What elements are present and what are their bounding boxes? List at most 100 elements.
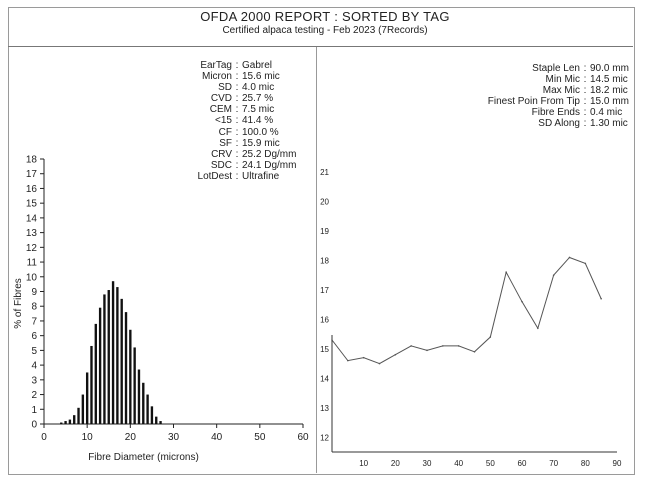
fibre-stat-separator: :	[235, 170, 239, 182]
histogram-y-tick-label: 11	[27, 258, 38, 269]
profile-y-tick-label: 13	[320, 404, 329, 413]
staple-stat-row: SD Along:1.30 mic	[430, 118, 629, 129]
profile-data-point	[378, 362, 381, 365]
histogram-y-tick-label: 2	[31, 390, 37, 401]
fibre-stat-row: SD:4.0 mic	[150, 82, 296, 93]
histogram-bar	[116, 287, 119, 424]
histogram-bar	[111, 281, 115, 424]
profile-y-tick-label: 19	[320, 227, 329, 236]
histogram-x-tick-label: 10	[82, 432, 94, 443]
staple-stat-value: 90.0 mm	[590, 63, 629, 74]
fibre-stat-value: Ultrafine	[242, 170, 280, 182]
fibre-stat-label: SDC	[210, 159, 232, 171]
profile-y-tick-label: 15	[320, 345, 329, 354]
histogram-y-tick-label: 12	[26, 243, 38, 254]
fibre-stat-row: CRV:25.2 Dg/mm	[150, 149, 296, 160]
profile-x-tick-label: 50	[486, 459, 495, 468]
staple-stat-label: Finest Poin From Tip	[487, 96, 580, 108]
histogram-x-tick-label: 60	[297, 432, 309, 443]
histogram-x-tick-label: 30	[168, 432, 180, 443]
report-title: OFDA 2000 REPORT : SORTED BY TAG	[200, 9, 450, 24]
fibre-stat-row: CEM:7.5 mic	[150, 104, 296, 115]
histogram-x-tick-label: 0	[41, 432, 47, 443]
profile-y-tick-label: 12	[320, 433, 329, 442]
histogram-y-tick-label: 3	[31, 375, 37, 386]
report-subtitle: Certified alpaca testing - Feb 2023 (7Re…	[222, 25, 428, 36]
histogram-y-tick-label: 6	[31, 331, 37, 342]
fibre-stat-value: Gabrel	[242, 60, 273, 71]
profile-y-tick-label: 18	[320, 256, 329, 265]
staple-stat-value: 15.0 mm	[590, 96, 629, 108]
profile-data-point	[347, 359, 349, 362]
histogram-x-axis-title: Fibre Diameter (microns)	[88, 452, 199, 463]
profile-data-point	[552, 274, 555, 276]
fibre-stat-separator: :	[235, 159, 239, 171]
fibre-stat-label: CRV	[211, 148, 232, 160]
profile-data-point	[442, 345, 444, 347]
profile-data-point	[568, 256, 571, 259]
staple-stat-row: Staple Len:90.0 mm	[430, 63, 629, 74]
fibre-stat-value: 41.4 %	[242, 115, 274, 127]
profile-data-point	[505, 271, 507, 274]
fibre-stat-row: EarTag: Gabrel	[150, 60, 296, 71]
profile-data-point	[521, 300, 523, 303]
staple-stat-value: 1.30 mic	[590, 118, 628, 130]
profile-data-point	[584, 262, 587, 265]
staple-stat-row: Finest Poin From Tip:15.0 mm	[430, 96, 629, 107]
profile-data-point	[600, 297, 602, 300]
fibre-stat-value: 25.2 Dg/mm	[242, 148, 297, 160]
micron-profile-chart: 12 13 14 15 16 17 18 19 20 21 10 20 30 40 50 60 70 80 90	[320, 168, 622, 468]
panel-divider	[316, 47, 317, 473]
fibre-stat-row: SF:15.9 mic	[150, 138, 296, 149]
staple-stat-separator: :	[583, 96, 587, 108]
histogram-bar	[133, 347, 136, 424]
fibre-stat-row: LotDest: Ultrafine	[150, 171, 296, 182]
histogram-bar	[98, 307, 102, 424]
fibre-stat-row: <15:41.4 %	[150, 115, 296, 126]
staple-stat-label: Fibre Ends	[531, 107, 580, 119]
histogram-y-axis-title: % of Fibres	[13, 278, 24, 329]
histogram-y-tick-label: 0	[31, 420, 37, 431]
histogram-y-tick-label: 14	[26, 213, 38, 224]
profile-data-point	[537, 327, 539, 330]
fibre-stat-value: 15.9 mic	[242, 137, 280, 149]
fibre-stat-label: SF	[219, 137, 232, 149]
histogram-bar	[94, 323, 97, 424]
histogram-bar	[68, 419, 72, 424]
fibre-stat-label: CEM	[209, 104, 232, 116]
header-divider	[8, 46, 633, 47]
histogram-y-tick-label: 4	[31, 361, 37, 372]
histogram-y-tick-label: 9	[31, 287, 37, 298]
staple-stat-row: Min Mic:14.5 mic	[430, 74, 629, 85]
fibre-stat-label: EarTag	[200, 60, 232, 71]
profile-y-tick-label: 14	[320, 374, 329, 383]
histogram-bar	[77, 407, 80, 424]
fibre-stat-row: CF:100.0 %	[150, 127, 296, 138]
fibre-stat-row: CVD:25.7 %	[150, 93, 296, 104]
staple-stat-separator: :	[583, 63, 587, 74]
staple-stats-panel: Staple Len:90.0 mm Min Mic:14.5 mic Max Mi…	[430, 63, 629, 130]
profile-x-tick-label: 70	[549, 459, 558, 468]
histogram-bar	[81, 394, 85, 424]
histogram-bar	[129, 329, 132, 424]
histogram-bar	[103, 294, 106, 424]
profile-y-tick-label: 17	[320, 286, 329, 295]
fibre-stat-row: SDC:24.1 Dg/mm	[150, 159, 297, 171]
histogram-bar	[155, 416, 158, 424]
staple-stat-label: SD Along	[538, 118, 580, 130]
histogram-y-tick-label: 5	[31, 346, 37, 357]
histogram-y-tick-label: 8	[31, 302, 37, 313]
profile-data-point	[362, 356, 365, 359]
staple-stat-row: Max Mic:18.2 mic	[430, 85, 629, 96]
histogram-bar	[107, 290, 110, 424]
staple-stat-separator: :	[583, 107, 587, 119]
profile-data-point	[457, 345, 460, 347]
profile-y-tick-label: 16	[320, 315, 329, 324]
histogram-y-tick-label: 7	[31, 316, 37, 327]
histogram-y-tick-label: 10	[26, 272, 38, 283]
histogram-y-tick-label: 1	[31, 405, 37, 416]
fibre-stat-label: Micron	[201, 71, 232, 83]
fibre-stat-separator: :	[235, 71, 239, 83]
profile-x-tick-label: 30	[423, 459, 432, 468]
fibre-stat-separator: :	[235, 115, 239, 127]
